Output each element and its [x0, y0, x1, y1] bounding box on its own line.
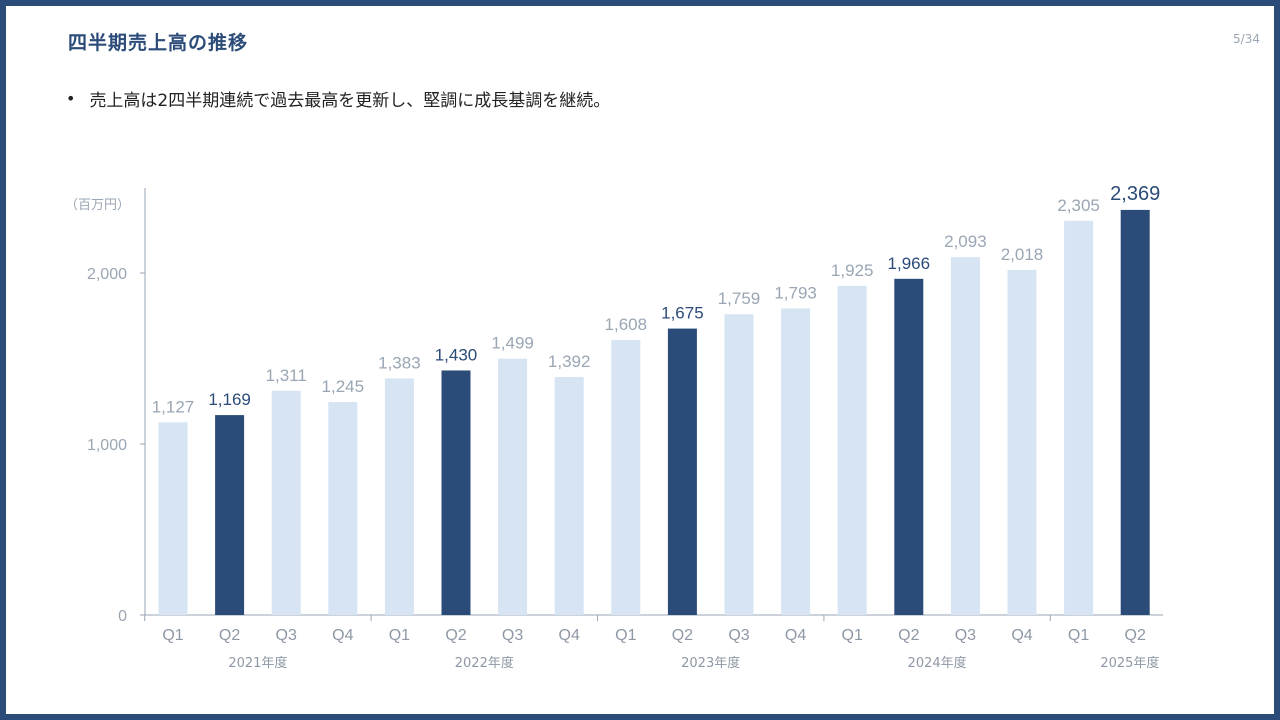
x-tick-label: Q1 — [842, 627, 863, 644]
data-label: 1,169 — [208, 390, 251, 409]
x-tick-label: Q1 — [615, 627, 636, 644]
year-group-label: 2022年度 — [455, 655, 514, 671]
y-tick-label: 1,000 — [87, 437, 127, 454]
bar — [950, 257, 980, 615]
x-tick-label: Q4 — [559, 627, 580, 644]
bar — [724, 314, 754, 615]
bar — [441, 370, 471, 615]
data-label: 2,369 — [1110, 183, 1160, 205]
x-tick-label: Q3 — [955, 627, 976, 644]
data-label: 1,966 — [888, 254, 931, 273]
bar — [215, 415, 245, 615]
bar — [328, 402, 358, 615]
y-tick-label: 2,000 — [87, 266, 127, 283]
page-number: 5/34 — [1233, 32, 1260, 46]
data-label: 2,093 — [944, 232, 987, 251]
bar — [1064, 220, 1094, 615]
x-tick-label: Q2 — [898, 627, 919, 644]
x-tick-label: Q3 — [728, 627, 749, 644]
data-label: 1,245 — [322, 377, 365, 396]
x-tick-label: Q4 — [1011, 627, 1032, 644]
bar — [1007, 269, 1037, 615]
x-tick-label: Q1 — [162, 627, 183, 644]
data-label: 2,018 — [1001, 245, 1044, 264]
x-tick-label: Q2 — [219, 627, 240, 644]
y-axis-unit-label: （百万円） — [65, 198, 130, 213]
x-tick-label: Q2 — [1125, 627, 1146, 644]
data-label: 1,127 — [152, 397, 195, 416]
data-label: 1,793 — [774, 283, 817, 302]
data-label: 1,925 — [831, 261, 874, 280]
bar — [498, 358, 528, 615]
data-label: 1,311 — [266, 366, 307, 385]
bullet-text: 売上高は2四半期連続で過去最高を更新し、堅調に成長基調を継続。 — [89, 91, 611, 111]
bar — [1120, 209, 1150, 615]
slide-title: 四半期売上高の推移 — [68, 32, 249, 54]
data-label: 1,430 — [435, 345, 478, 364]
bullet-dot-icon: • — [66, 89, 76, 108]
bar — [667, 328, 697, 615]
bar — [158, 422, 188, 615]
data-label: 1,392 — [548, 352, 591, 371]
bar — [781, 308, 811, 615]
data-label: 1,499 — [491, 334, 534, 353]
bar — [271, 390, 301, 615]
bar — [611, 340, 641, 615]
bar — [837, 285, 867, 615]
data-label: 1,675 — [661, 304, 704, 323]
x-tick-label: Q4 — [785, 627, 806, 644]
data-label: 1,759 — [718, 289, 761, 308]
data-label: 2,305 — [1057, 196, 1100, 215]
data-label: 1,608 — [605, 315, 648, 334]
bar — [894, 278, 924, 615]
bullet-point: • 売上高は2四半期連続で過去最高を更新し、堅調に成長基調を継続。 — [66, 86, 610, 111]
x-tick-label: Q1 — [389, 627, 410, 644]
year-group-label: 2023年度 — [681, 655, 740, 671]
data-label: 1,383 — [378, 354, 421, 373]
year-group-label: 2021年度 — [228, 655, 287, 671]
x-tick-label: Q3 — [276, 627, 297, 644]
year-group-label: 2024年度 — [908, 655, 967, 671]
x-tick-label: Q2 — [445, 627, 466, 644]
x-tick-label: Q4 — [332, 627, 353, 644]
x-tick-label: Q1 — [1068, 627, 1089, 644]
bar — [384, 378, 414, 615]
y-tick-label: 0 — [118, 608, 127, 625]
x-tick-label: Q2 — [672, 627, 693, 644]
year-group-label: 2025年度 — [1100, 655, 1159, 671]
x-tick-label: Q3 — [502, 627, 523, 644]
bar — [554, 376, 584, 615]
